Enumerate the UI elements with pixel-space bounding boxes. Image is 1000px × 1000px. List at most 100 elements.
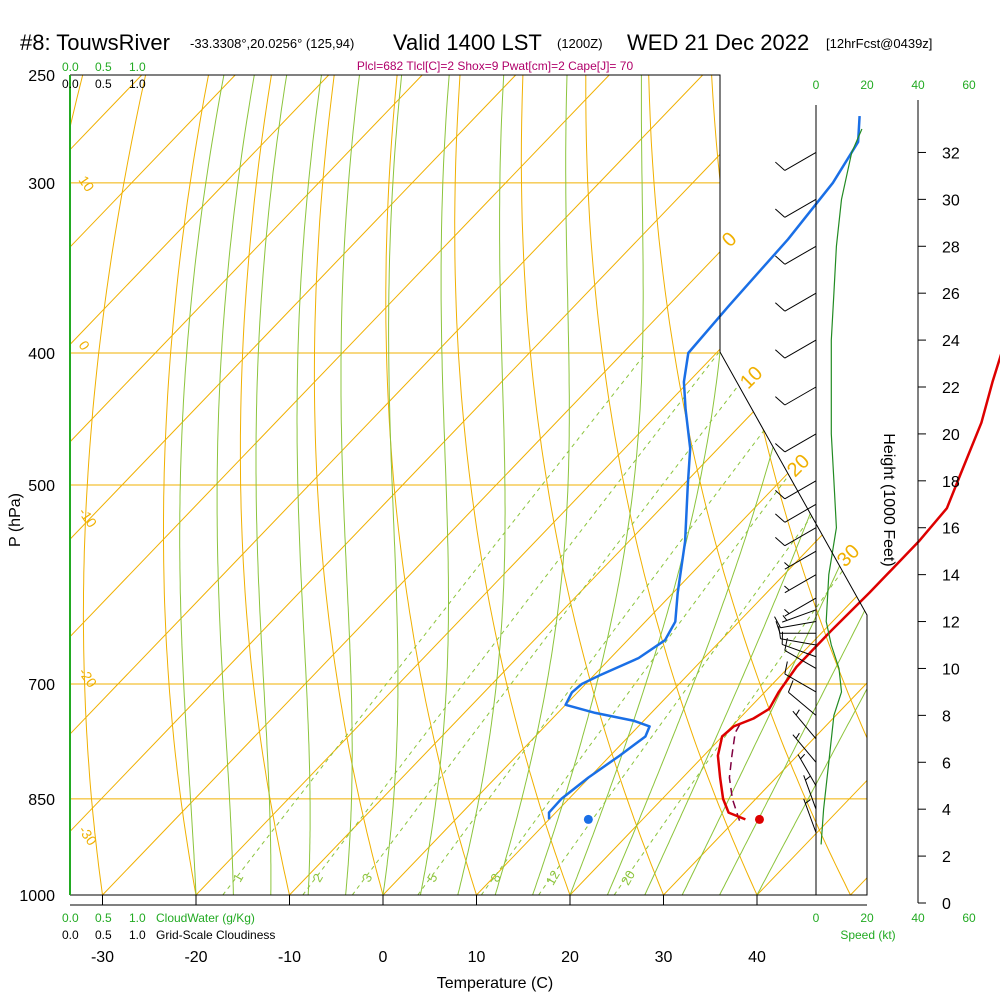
moist-adiabat	[340, 75, 360, 895]
wind-barb-flag	[775, 621, 781, 634]
height-tick-label: 2	[942, 849, 951, 866]
temperature-tick-label: 0	[379, 949, 388, 966]
isotherm-line	[70, 75, 517, 895]
cloudwater-scale-bottom-0: 0.0	[62, 911, 79, 925]
isotherm-label: -10	[76, 505, 101, 531]
parcel-path	[728, 720, 743, 821]
cloudiness-scale-top-1: 0.5	[95, 77, 112, 91]
valid-time: Valid 1400 LST	[393, 30, 542, 55]
wind-barb-half-flag	[784, 562, 790, 568]
speed-tick-bottom-0: 0	[813, 911, 820, 925]
wind-barb	[803, 775, 817, 810]
wind-barb	[774, 616, 817, 629]
wind-barb-flag	[775, 396, 786, 406]
cloudiness-label: Grid-Scale Cloudiness	[156, 928, 275, 942]
isotherm-label: -20	[76, 665, 101, 691]
height-tick-label: 12	[942, 615, 960, 632]
dry-adiabat	[836, 75, 867, 895]
wind-barb-flag	[775, 255, 786, 265]
wind-barb-staff	[784, 673, 817, 693]
speed-tick-top-3: 60	[962, 78, 976, 92]
wind-barb-flag	[774, 616, 781, 629]
speed-tick-bottom-3: 60	[962, 911, 976, 925]
wind-barb-staff	[792, 734, 817, 763]
wind-barb-staff	[788, 691, 817, 716]
wind-barb	[781, 631, 817, 658]
wind-barb-staff	[803, 775, 817, 810]
moist-adiabat	[179, 75, 225, 895]
height-tick-label: 26	[942, 286, 960, 303]
wind-barb-half-flag	[795, 732, 800, 739]
wind-barb-staff	[784, 152, 817, 171]
moist-adiabat	[756, 75, 867, 895]
moist-adiabat	[255, 75, 288, 895]
moist-adiabat	[296, 75, 322, 895]
mixing-ratio-label: 2	[309, 871, 326, 885]
cloudiness-scale-top-2: 1.0	[129, 77, 146, 91]
wind-barb	[775, 339, 817, 359]
utc-time: (1200Z)	[557, 36, 603, 51]
wind-barb-flag	[775, 443, 786, 453]
mixing-ratio-line	[222, 352, 647, 895]
mixing-ratio-label: 1	[230, 871, 247, 885]
dry-adiabat	[385, 75, 477, 895]
wind-barb-staff	[784, 527, 817, 547]
forecast-info: [12hrFcst@0439z]	[826, 36, 932, 51]
speed-tick-bottom-1: 20	[860, 911, 874, 925]
pressure-tick-label: 1000	[19, 888, 55, 905]
wind-barb	[803, 798, 817, 833]
wind-barb-staff	[784, 597, 817, 617]
pressure-tick-label: 700	[28, 677, 55, 694]
wind-barb-staff	[792, 710, 817, 740]
dry-adiabat	[454, 75, 571, 895]
wind-barb	[784, 597, 817, 617]
wind-barb-staff	[784, 198, 817, 218]
wind-barb-flag	[775, 208, 786, 218]
isotherm-label: 0	[76, 338, 94, 354]
cloudiness-scale-bottom-1: 0.5	[95, 928, 112, 942]
isotherm-line	[70, 75, 236, 895]
wind-barb	[775, 503, 817, 523]
wind-barb-staff	[797, 754, 817, 786]
surface-dewpoint-marker	[583, 814, 593, 824]
surface-temperature-marker	[754, 814, 764, 824]
speed-tick-bottom-2: 40	[911, 911, 925, 925]
wind-speed-profile	[820, 128, 863, 845]
grid-lines	[70, 75, 867, 895]
x-axis-label: Temperature (C)	[437, 975, 553, 992]
wind-barb-staff	[784, 433, 817, 453]
wind-barb-staff	[780, 621, 817, 629]
height-tick-label: 18	[942, 474, 960, 491]
station-coords: -33.3308°,20.0256° (125,94)	[190, 36, 354, 51]
wind-barb-flag	[784, 661, 788, 675]
dry-adiabat-label: 20	[783, 450, 814, 481]
wind-barb	[782, 609, 817, 623]
height-tick-label: 28	[942, 239, 960, 256]
pressure-tick-label: 250	[28, 68, 55, 85]
cloudwater-label: CloudWater (g/Kg)	[156, 911, 255, 925]
wind-barb	[784, 661, 817, 693]
height-tick-label: 8	[942, 708, 951, 725]
wind-barb-half-flag	[805, 775, 811, 781]
wind-barb	[775, 386, 817, 406]
sounding-parameters: Plcl=682 Tlcl[C]=2 Shox=9 Pwat[cm]=2 Cap…	[357, 59, 634, 73]
mixing-ratio-line	[480, 352, 867, 895]
dry-adiabat-label: 0	[718, 228, 741, 251]
cloudiness-scale-top-0: 0.0	[62, 77, 79, 91]
height-tick-label: 24	[942, 333, 960, 350]
isotherm-line	[476, 75, 867, 895]
station-title: #8: TouwsRiver	[20, 30, 170, 55]
wind-barb-half-flag	[800, 753, 806, 760]
pressure-tick-label: 300	[28, 176, 55, 193]
dry-adiabat	[82, 75, 147, 895]
mixing-ratio-label: 20	[618, 868, 638, 888]
wind-barb-flag	[775, 349, 786, 359]
mixing-ratio-line	[538, 352, 867, 895]
mixing-ratio-line	[417, 352, 823, 895]
wind-barb-staff	[784, 650, 817, 669]
cloudwater-scale-top-0: 0.0	[62, 60, 79, 74]
wind-barb	[784, 550, 817, 570]
height-axis-label: Height (1000 Feet)	[880, 433, 897, 566]
height-tick-label: 32	[942, 145, 960, 162]
